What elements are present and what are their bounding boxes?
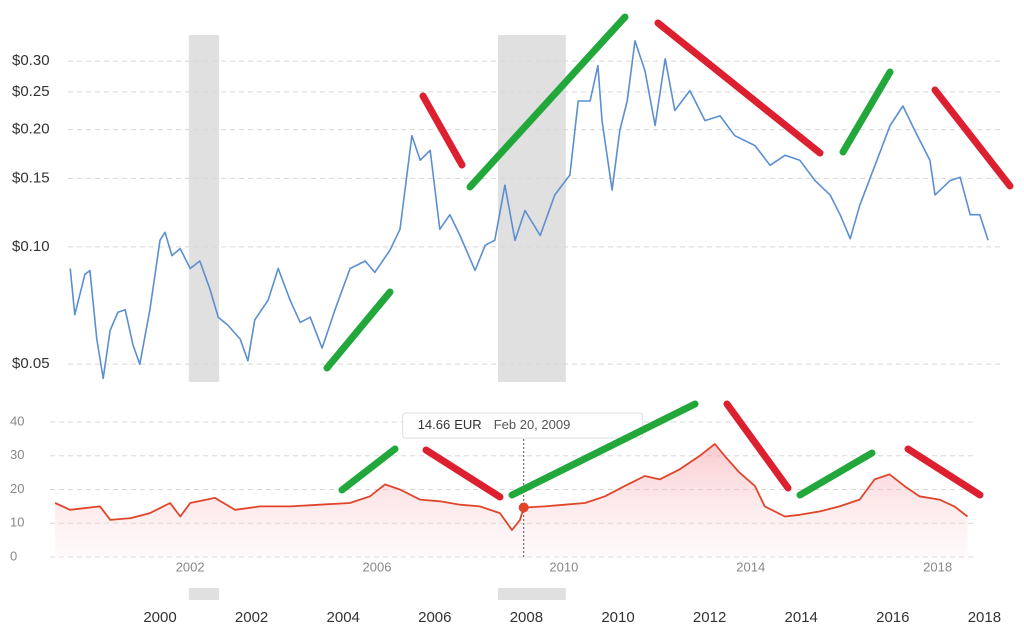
x-tick-label: 2010 [549,559,578,574]
plots: $0.05 $0.10 $0.15 $0.20 $0.25 $0.30 2000 2002 20… [10,35,1001,626]
y-tick-label: 10 [10,515,24,530]
recession-band-axis [188,588,220,600]
trend-up [323,288,394,372]
trend-up [466,13,629,191]
x-tick-label: 2006 [363,559,392,574]
y-tick-label: $0.15 [12,169,50,186]
tooltip: 14.66 EUR Feb 20, 2009 [402,412,644,439]
trend-down [723,400,792,492]
x-tick-label: 2018 [968,609,1001,626]
y-tick-label: $0.30 [12,52,50,69]
x-tick-label: 2012 [693,609,726,626]
y-tick-label: 40 [10,413,24,428]
y-tick-label: $0.25 [12,83,50,100]
annotations [323,13,1014,501]
x-tick-label: 2014 [736,559,765,574]
x-tick-label: 2018 [923,559,952,574]
y-tick-label: 20 [10,481,24,496]
recession-band [498,35,566,382]
trend-down [931,86,1014,190]
tooltip-unit: EUR [454,417,481,432]
series-line [69,40,989,380]
x-tick-label: 2016 [876,609,909,626]
trend-down [654,19,824,157]
x-tick-label: 2002 [176,559,205,574]
trend-up [508,400,699,499]
y-tick-label: 30 [10,447,24,462]
hover-point [518,502,529,513]
x-tick-label: 2006 [418,609,451,626]
x-tick-label: 2002 [235,609,268,626]
tooltip-box [402,412,644,439]
y-tick-label: $0.20 [12,121,50,138]
x-tick-label: 2010 [601,609,634,626]
tooltip-date: Feb 20, 2009 [494,417,571,432]
trend-up [338,445,399,494]
trend-down [422,446,504,501]
tooltip-text: 14.66 EUR Feb 20, 2009 [418,417,571,432]
x-tick-label: 2014 [785,609,818,626]
y-tick-label: $0.10 [12,238,50,255]
recession-band-axis [498,588,566,600]
trend-up [796,449,876,499]
trend-down [419,92,466,169]
trend-down [904,445,984,499]
x-tick-label: 2004 [327,609,360,626]
x-tick-label: 2008 [510,609,543,626]
trend-up [839,68,894,156]
y-tick-label: $0.05 [12,355,50,372]
x-tick-label: 2000 [143,609,176,626]
y-tick-label: 0 [10,548,17,563]
tooltip-value: 14.66 [418,417,451,432]
area [55,443,968,557]
series-line [54,443,969,531]
recession-band [188,35,220,382]
